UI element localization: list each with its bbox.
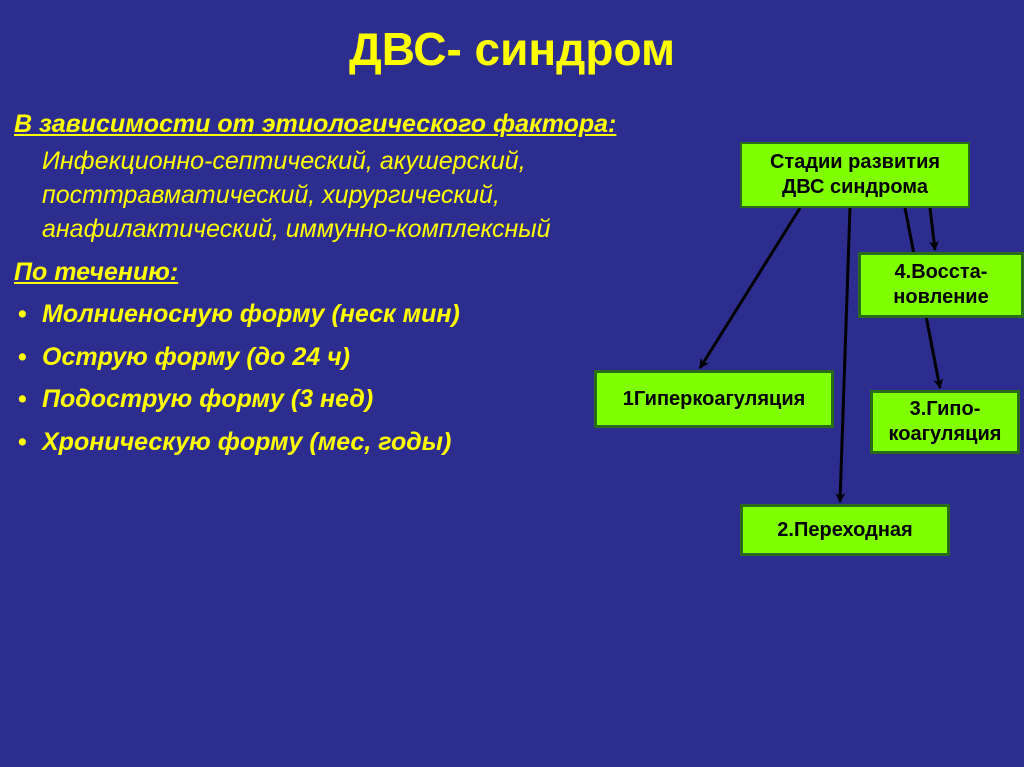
section2-heading: По течению: [10, 258, 650, 287]
text-content: В зависимости от этиологического фактора… [10, 110, 650, 463]
diagram-stage2-label: 2.Переходная [777, 518, 912, 543]
slide-title: ДВС- синдром [0, 0, 1024, 94]
section1-heading: В зависимости от этиологического фактора… [10, 110, 650, 139]
diagram-stage2-box: 2.Переходная [740, 504, 950, 556]
section1-text: Инфекционно-септический, акушерский, пос… [10, 145, 650, 246]
diagram-root-label: Стадии развития ДВС синдрома [748, 150, 962, 200]
forms-list: Молниеносную форму (неск мин) Острую фор… [10, 293, 650, 463]
diagram-stage3-label: 3.Гипо-коагуляция [879, 397, 1011, 447]
list-item: Подострую форму (3 нед) [14, 378, 650, 421]
list-item: Острую форму (до 24 ч) [14, 336, 650, 379]
diagram-stage4-label: 4.Восста-новление [867, 260, 1015, 310]
list-item: Хроническую форму (мес, годы) [14, 421, 650, 464]
list-item: Молниеносную форму (неск мин) [14, 293, 650, 336]
diagram-stage3-box: 3.Гипо-коагуляция [870, 390, 1020, 454]
diagram-stage4-box: 4.Восста-новление [858, 252, 1024, 318]
diagram-stage1-label: 1Гиперкоагуляция [623, 387, 806, 412]
diagram-root-box: Стадии развития ДВС синдрома [740, 142, 970, 208]
